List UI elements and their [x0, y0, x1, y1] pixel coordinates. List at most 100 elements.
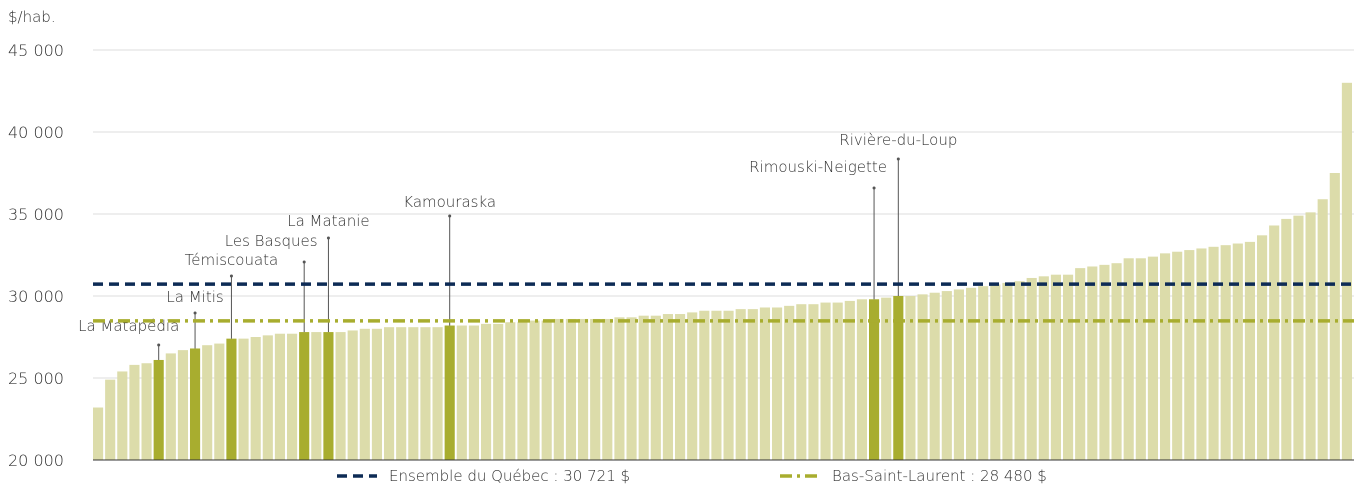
- bar: [772, 307, 783, 460]
- bar: [432, 327, 443, 460]
- bar: [905, 296, 916, 460]
- bar: [1135, 258, 1146, 460]
- bar: [1269, 225, 1280, 460]
- legend-label: Bas-Saint-Laurent : 28 480 $: [832, 467, 1047, 485]
- bar: [323, 332, 334, 460]
- bar: [153, 359, 164, 460]
- bar-label: Témiscouata: [185, 251, 279, 269]
- bar: [408, 327, 419, 460]
- bar: [856, 299, 867, 460]
- bar: [699, 310, 710, 460]
- bar: [396, 327, 407, 460]
- bar: [820, 302, 831, 460]
- bar: [759, 307, 770, 460]
- bar: [978, 286, 989, 460]
- bar: [1002, 282, 1013, 460]
- bar: [444, 325, 455, 460]
- bar: [1329, 173, 1340, 460]
- bar: [953, 289, 964, 460]
- bar: [456, 325, 467, 460]
- bar: [1244, 241, 1255, 460]
- bar: [371, 328, 382, 460]
- bar: [1014, 281, 1025, 460]
- y-tick-label: 45 000: [8, 41, 64, 60]
- bar: [1099, 264, 1110, 460]
- bar: [165, 353, 176, 460]
- bar: [517, 322, 528, 460]
- leader-dot: [326, 236, 330, 240]
- bar: [1208, 246, 1219, 460]
- bar: [359, 328, 370, 460]
- bar: [190, 348, 201, 460]
- leader-dot: [157, 343, 161, 347]
- bar: [796, 304, 807, 460]
- bar: [784, 305, 795, 460]
- bar: [1147, 256, 1158, 460]
- bar: [505, 322, 516, 460]
- y-axis-label: $/hab.: [8, 8, 56, 26]
- bar: [1232, 243, 1243, 460]
- bar: [262, 335, 273, 460]
- bar: [1220, 245, 1231, 460]
- bar: [1184, 250, 1195, 460]
- bar-label: La Matanie: [287, 212, 369, 230]
- bar-label: Rivière-du-Loup: [839, 131, 957, 149]
- bar: [129, 364, 140, 460]
- bar: [299, 332, 310, 460]
- bar: [832, 302, 843, 460]
- bar: [941, 291, 952, 460]
- bar: [468, 325, 479, 460]
- bar: [626, 317, 637, 460]
- legend-label: Ensemble du Québec : 30 721 $: [389, 467, 630, 485]
- bar-label: Les Basques: [225, 232, 318, 250]
- bar: [1087, 266, 1098, 460]
- bar: [602, 318, 613, 460]
- bar: [1050, 274, 1061, 460]
- bar: [565, 318, 576, 460]
- y-tick-label: 25 000: [8, 369, 64, 388]
- bar: [311, 332, 322, 460]
- bar: [226, 338, 237, 460]
- bar: [105, 379, 116, 460]
- bar: [711, 310, 722, 460]
- leader-dot: [302, 260, 306, 264]
- bar: [966, 287, 977, 460]
- bar: [117, 371, 128, 460]
- bar-label: Kamouraska: [403, 193, 496, 211]
- bar: [662, 314, 673, 460]
- bar-label: Rimouski-Neigette: [749, 158, 887, 176]
- bar: [990, 284, 1001, 460]
- bar: [250, 337, 261, 460]
- bar: [238, 338, 249, 460]
- bar: [1257, 235, 1268, 460]
- bar: [893, 296, 904, 460]
- bar: [1063, 274, 1074, 460]
- bar: [214, 343, 225, 460]
- bar: [541, 320, 552, 460]
- bar: [675, 314, 686, 460]
- bar: [614, 317, 625, 460]
- bar: [650, 315, 661, 460]
- bar: [590, 318, 601, 460]
- bar: [1172, 251, 1183, 460]
- y-tick-label: 40 000: [8, 123, 64, 142]
- bar: [747, 309, 758, 460]
- bar: [274, 333, 285, 460]
- bar: [141, 363, 152, 460]
- leader-dot: [193, 311, 197, 315]
- bar: [1196, 248, 1207, 460]
- bar: [929, 292, 940, 460]
- y-tick-label: 35 000: [8, 205, 64, 224]
- leader-dot: [448, 214, 452, 218]
- bar: [687, 312, 698, 460]
- bar: [1038, 276, 1049, 460]
- bar: [808, 304, 819, 460]
- bar: [553, 318, 564, 460]
- bar: [881, 297, 892, 460]
- bar: [177, 350, 188, 460]
- bar: [1160, 253, 1171, 460]
- bar: [638, 315, 649, 460]
- bar: [384, 327, 395, 460]
- bar: [1317, 199, 1328, 461]
